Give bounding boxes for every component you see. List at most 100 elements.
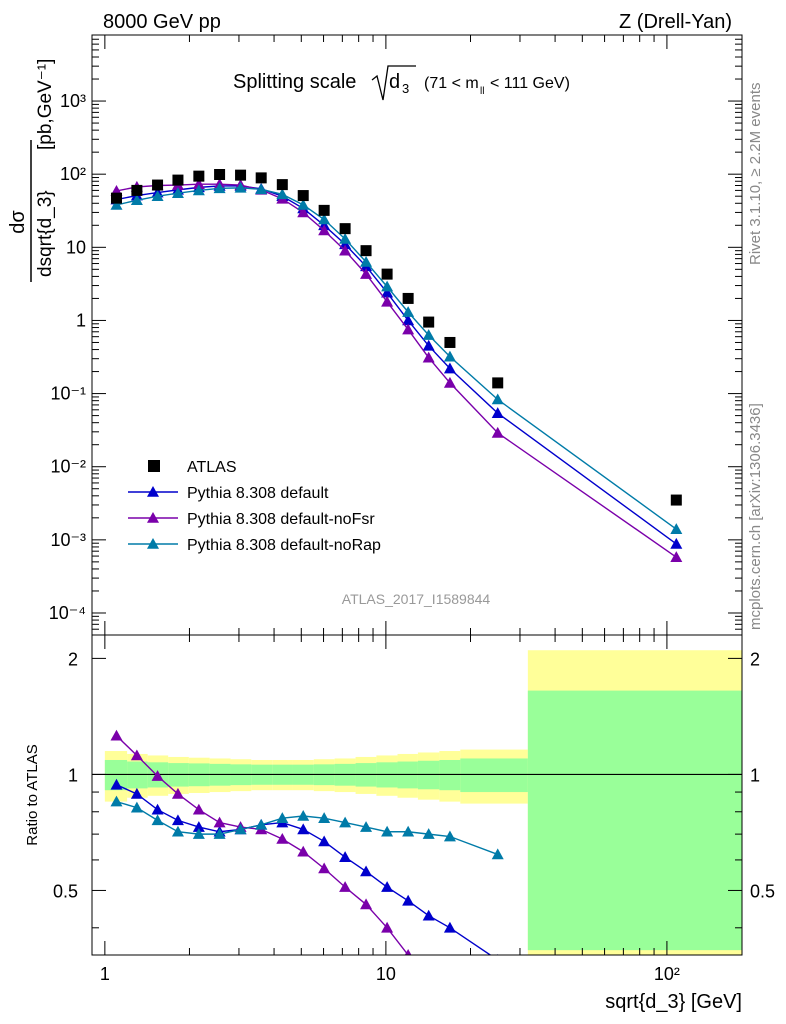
atlas-point bbox=[423, 316, 435, 328]
data-point bbox=[422, 351, 435, 363]
data-point bbox=[381, 280, 394, 292]
x-tick-label: 1 bbox=[100, 964, 110, 984]
ratio-point bbox=[171, 787, 184, 799]
ratio-point bbox=[110, 795, 123, 807]
ratio-point bbox=[130, 801, 143, 813]
data-point bbox=[422, 329, 435, 340]
ratio-point bbox=[213, 816, 226, 828]
data-point bbox=[192, 178, 205, 189]
ratio-point bbox=[276, 832, 289, 844]
atlas-point bbox=[276, 179, 288, 191]
ratio-point bbox=[443, 830, 456, 842]
title-range-post: < 111 GeV) bbox=[490, 75, 570, 92]
ratio-point bbox=[192, 803, 205, 815]
y-tick-label: 10 bbox=[66, 237, 86, 257]
data-point bbox=[443, 376, 456, 388]
ratio-ylabel: Ratio to ATLAS bbox=[24, 744, 41, 845]
ratio-point bbox=[360, 898, 373, 910]
ratio-point bbox=[151, 803, 164, 815]
ratio-y-tick-label: 2 bbox=[68, 649, 78, 669]
y-tick-label: 10⁻² bbox=[50, 457, 86, 477]
data-point bbox=[234, 181, 247, 193]
y-axis-label: dσ dsqrt{d_3} [pb,GeV⁻¹] bbox=[7, 59, 56, 282]
ratio-y-tick-label-right: 0.5 bbox=[750, 881, 775, 901]
y-tick-label: 10⁻⁴ bbox=[49, 603, 86, 623]
ratio-point bbox=[110, 729, 123, 741]
atlas-point bbox=[670, 494, 682, 506]
ratio-point bbox=[192, 821, 205, 832]
header-left: 8000 GeV pp bbox=[103, 11, 221, 33]
ratio-point bbox=[339, 816, 352, 828]
data-point bbox=[360, 255, 373, 267]
rivet-label: Rivet 3.1.10, ≥ 2.2M events bbox=[747, 83, 764, 266]
atlas-point bbox=[297, 190, 309, 202]
data-point bbox=[130, 194, 143, 206]
atlas-point bbox=[255, 172, 267, 184]
legend-marker bbox=[147, 538, 159, 549]
y-tick-label: 1 bbox=[76, 310, 86, 330]
ratio-point bbox=[318, 862, 331, 874]
legend-label: Pythia 8.308 default-noRap bbox=[187, 537, 381, 554]
atlas-point bbox=[152, 179, 164, 191]
ratio-band-inner bbox=[417, 760, 440, 790]
data-point bbox=[318, 213, 331, 225]
ratio-point bbox=[318, 835, 331, 847]
analysis-label: ATLAS_2017_I1589844 bbox=[342, 591, 491, 607]
ratio-point bbox=[213, 828, 226, 839]
header-right: Z (Drell-Yan) bbox=[619, 11, 732, 33]
legend-label: ATLAS bbox=[187, 459, 237, 476]
x-tick-label: 10² bbox=[654, 964, 680, 984]
ylabel-num: dσ bbox=[7, 210, 29, 234]
legend-marker bbox=[147, 512, 159, 523]
legend-label: Pythia 8.308 default bbox=[187, 485, 329, 502]
ratio-point bbox=[402, 825, 415, 837]
ratio-point bbox=[491, 848, 504, 860]
data-point bbox=[670, 523, 683, 534]
data-point bbox=[422, 339, 435, 351]
y-tick-label: 10⁻³ bbox=[50, 530, 86, 550]
data-point bbox=[255, 183, 268, 195]
ratio-point bbox=[339, 881, 352, 892]
data-point bbox=[402, 306, 415, 317]
series-line bbox=[116, 187, 677, 530]
data-point bbox=[670, 537, 683, 549]
atlas-point bbox=[318, 204, 330, 216]
ratio-band-inner bbox=[104, 759, 128, 791]
ratio-point bbox=[381, 881, 394, 892]
legend-marker bbox=[148, 460, 160, 472]
ratio-point bbox=[151, 770, 164, 781]
atlas-point bbox=[110, 192, 122, 204]
ratio-point bbox=[404, 949, 412, 955]
data-point bbox=[151, 190, 164, 201]
ratio-point bbox=[360, 821, 373, 832]
atlas-point bbox=[172, 174, 184, 186]
data-point bbox=[443, 362, 456, 374]
data-point bbox=[402, 314, 415, 326]
mcplots-label: mcplots.cern.ch [arXiv:1306.3436] bbox=[747, 403, 764, 630]
ratio-point bbox=[255, 818, 268, 830]
legend: ATLAS Pythia 8.308 default Pythia 8.308 de… bbox=[128, 459, 381, 554]
title-sub: 3 bbox=[402, 81, 409, 96]
data-point bbox=[110, 198, 123, 210]
ratio-point bbox=[110, 778, 123, 790]
ratio-band-inner bbox=[439, 759, 461, 791]
ratio-point bbox=[318, 812, 331, 823]
data-point bbox=[192, 184, 205, 196]
data-point bbox=[297, 206, 310, 218]
ratio-point bbox=[381, 825, 394, 837]
atlas-point bbox=[235, 169, 247, 181]
ratio-point bbox=[130, 787, 143, 799]
chart-title: Splitting scale d 3 (71 < m ll < 111 GeV… bbox=[233, 65, 570, 101]
data-point bbox=[381, 286, 394, 298]
data-point bbox=[491, 407, 504, 418]
ratio-point bbox=[192, 828, 205, 839]
atlas-point bbox=[444, 336, 456, 348]
title-main: Splitting scale bbox=[233, 71, 356, 93]
atlas-point bbox=[402, 292, 414, 304]
ratio-point bbox=[339, 851, 352, 862]
data-point bbox=[402, 323, 415, 335]
ratio-series-line bbox=[116, 800, 498, 856]
ratio-frame bbox=[91, 634, 743, 956]
data-point bbox=[339, 232, 352, 244]
